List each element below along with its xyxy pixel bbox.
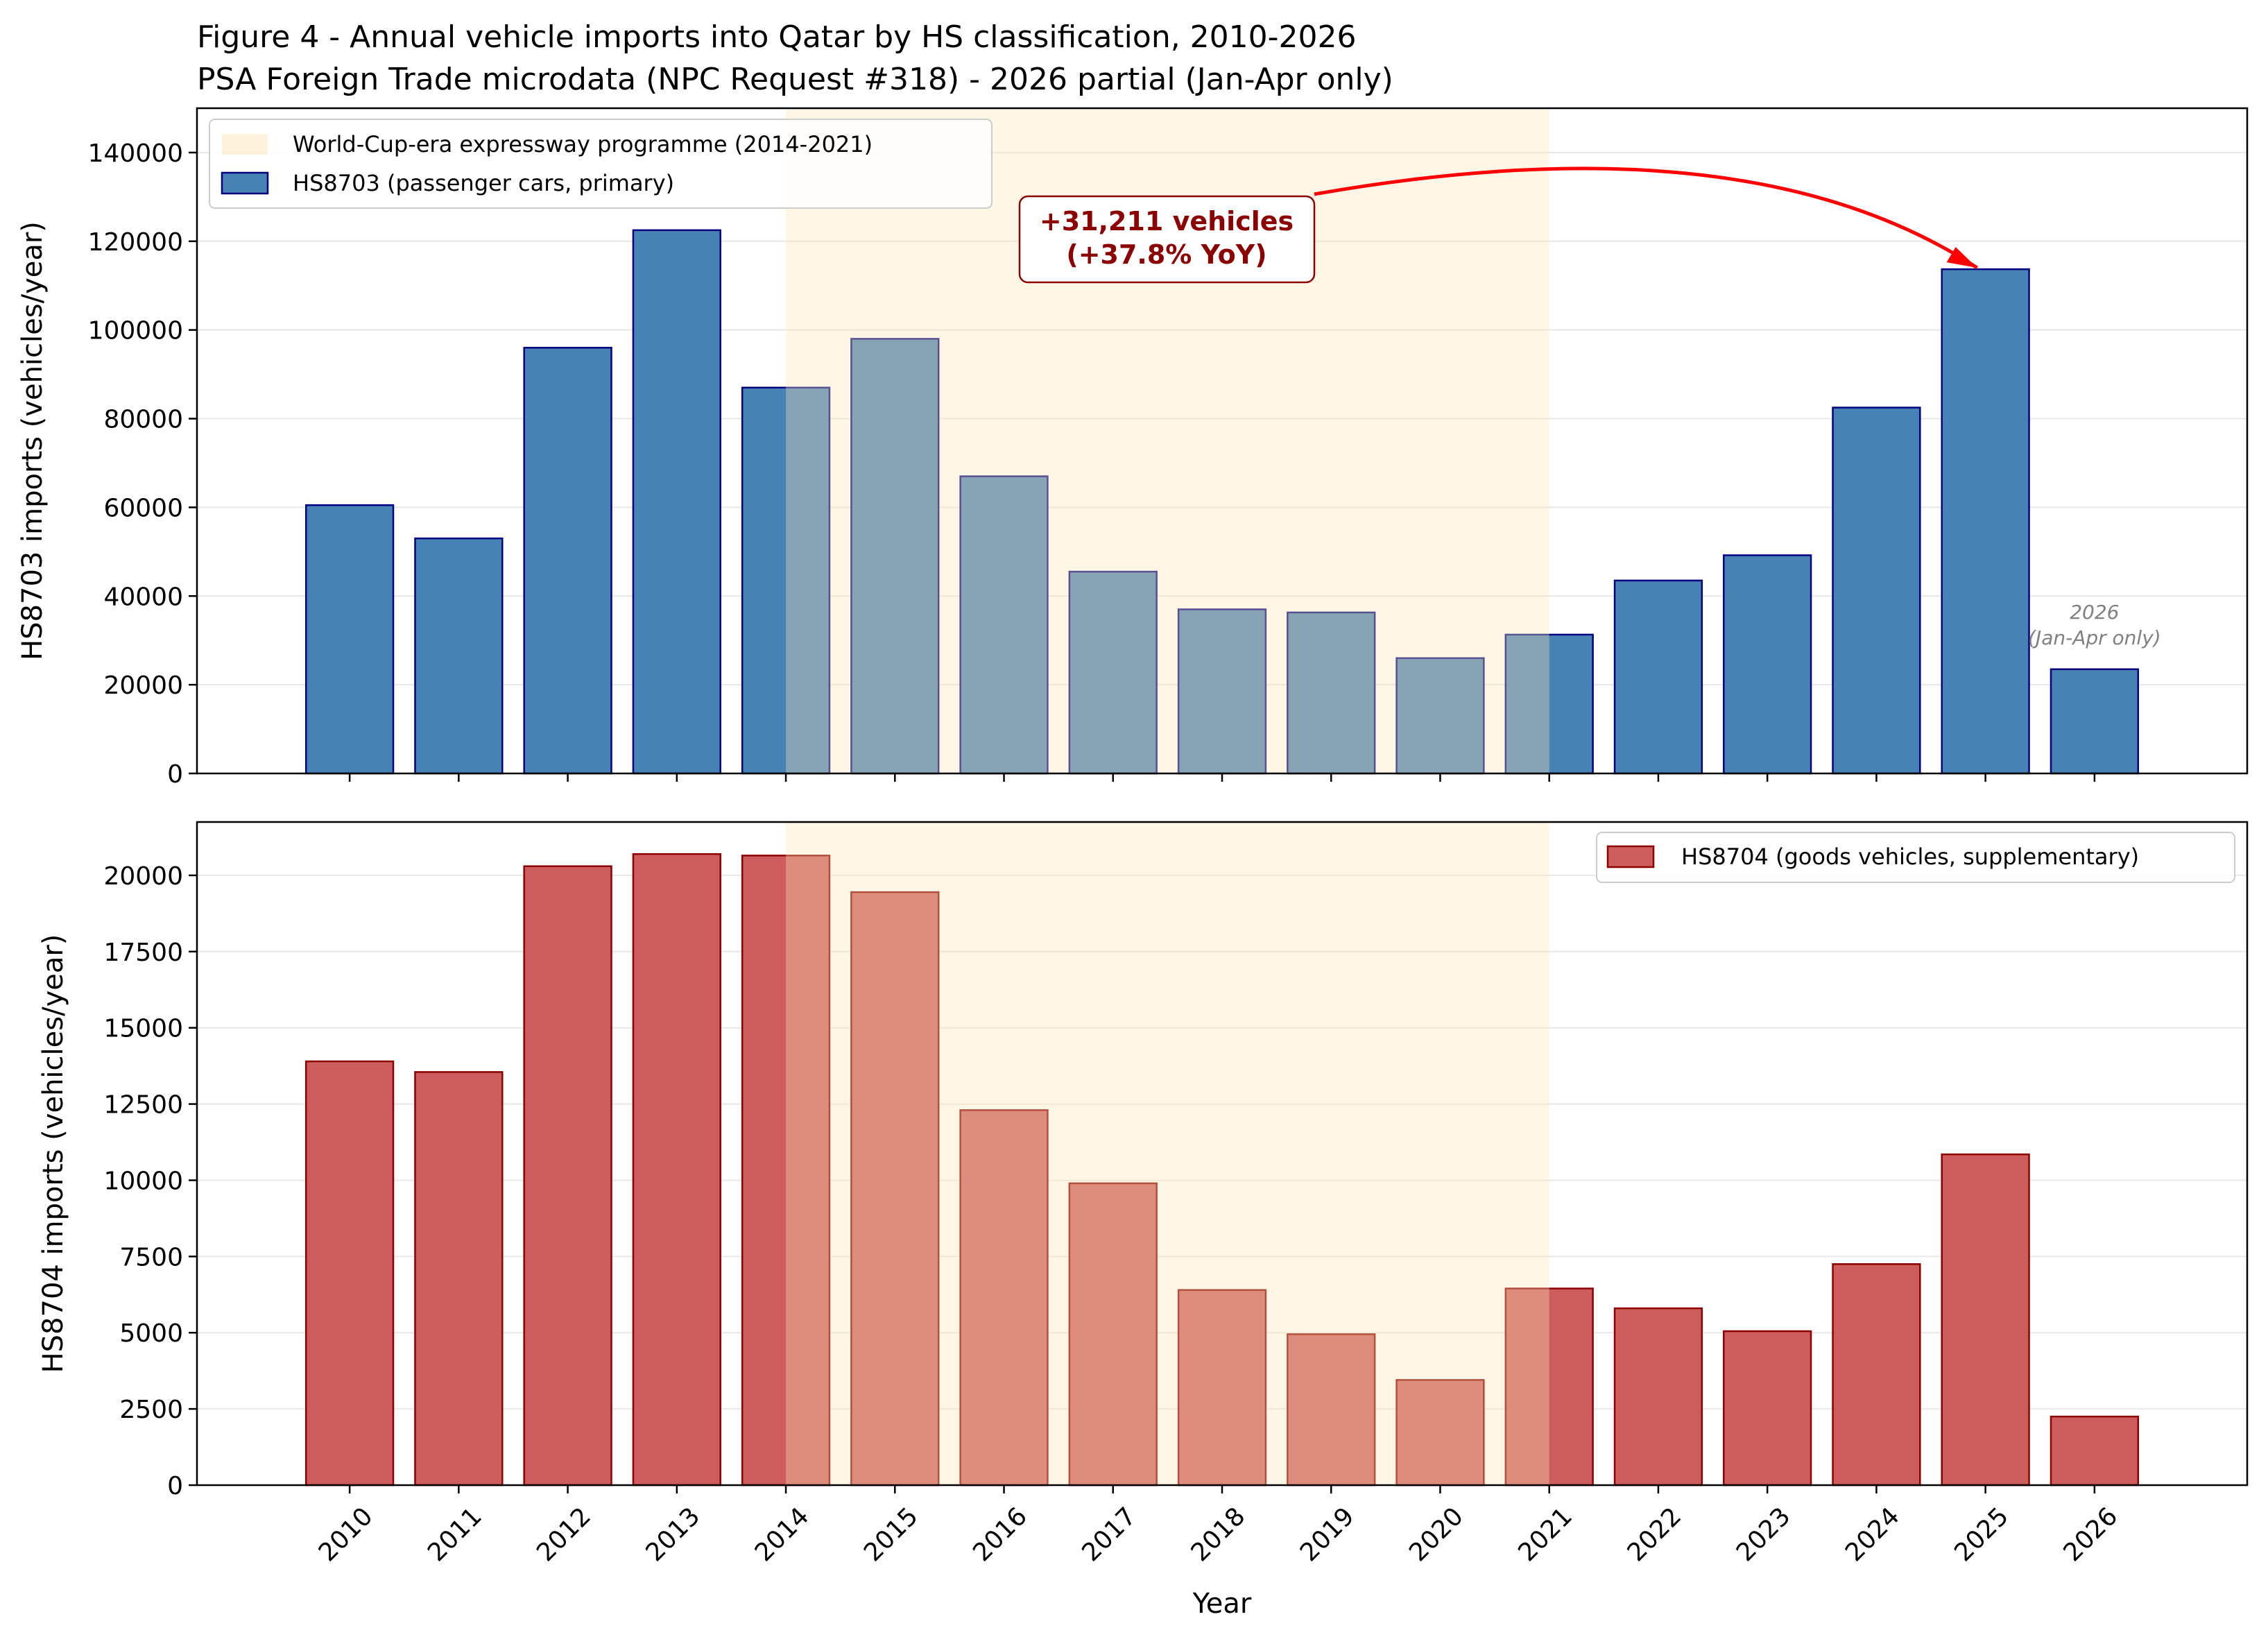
bar-2011 <box>414 1071 504 1487</box>
x-tick-label: 2014 <box>750 1502 815 1567</box>
bar-2026 <box>2050 1415 2140 1487</box>
bar-2023 <box>1723 1330 1812 1487</box>
bar-2013 <box>632 853 721 1487</box>
y-axis-label: HS8704 imports (vehicles/year) <box>37 934 69 1373</box>
annotation-arrow <box>1314 166 1979 270</box>
y-tick-label: 10000 <box>103 1167 183 1195</box>
bar-2015 <box>850 338 940 775</box>
legend-label-hs8703: HS8703 (passenger cars, primary) <box>293 170 674 196</box>
bar-2010 <box>304 1060 395 1487</box>
bar-2021 <box>1504 1287 1594 1487</box>
y-tick-label: 15000 <box>103 1015 183 1043</box>
bar-2021 <box>1504 633 1594 775</box>
note-line1: 2026 <box>2070 601 2119 624</box>
x-tick-label: 2020 <box>1404 1502 1469 1567</box>
legend-box <box>209 119 993 209</box>
x-tick-label: 2016 <box>968 1502 1033 1567</box>
bar-2012 <box>523 346 612 775</box>
bar-2012 <box>523 865 612 1487</box>
y-tick-label: 17500 <box>103 939 183 967</box>
bar-2016 <box>959 475 1049 775</box>
x-tick-label: 2011 <box>422 1502 488 1567</box>
chart-title-line1: Figure 4 - Annual vehicle imports into Q… <box>197 19 1357 55</box>
x-tick-label: 2023 <box>1731 1502 1796 1567</box>
x-tick-label: 2015 <box>859 1502 924 1567</box>
bar-2018 <box>1177 1289 1267 1487</box>
bar-2017 <box>1068 1182 1158 1487</box>
x-tick-label: 2013 <box>640 1502 705 1567</box>
legend-label-hs8704: HS8704 (goods vehicles, supplementary) <box>1681 844 2139 870</box>
legend-swatch-hs8703 <box>221 171 269 195</box>
bar-2015 <box>850 891 940 1487</box>
note-line2: (Jan-Apr only) <box>2028 626 2161 649</box>
y-tick-label: 20000 <box>103 862 183 891</box>
x-tick-label: 2021 <box>1513 1502 1578 1567</box>
bar-2020 <box>1395 657 1485 775</box>
legend-swatch-hs8704 <box>1606 845 1655 868</box>
bar-2020 <box>1395 1379 1485 1487</box>
x-tick-label: 2022 <box>1622 1502 1687 1567</box>
x-tick-label: 2024 <box>1840 1502 1905 1567</box>
y-tick-label: 100000 <box>88 317 183 345</box>
bar-2014 <box>741 386 831 775</box>
legend-box <box>1596 832 2235 883</box>
bar-2011 <box>414 537 504 775</box>
bar-2024 <box>1832 1263 1921 1487</box>
x-tick-label: 2019 <box>1295 1502 1360 1567</box>
bar-2018 <box>1177 608 1267 775</box>
annotation-line1: +31,211 vehicles <box>1040 206 1294 237</box>
bar-2025 <box>1941 1153 2030 1487</box>
shaded-region <box>786 822 1549 1485</box>
y-tick-label: 80000 <box>103 406 183 434</box>
x-tick-label: 2018 <box>1186 1502 1251 1567</box>
x-tick-label: 2017 <box>1076 1502 1142 1567</box>
bar-2019 <box>1287 611 1376 775</box>
y-tick-label: 2500 <box>119 1396 183 1424</box>
bar-2022 <box>1613 1307 1703 1487</box>
bar-2017 <box>1068 570 1158 775</box>
annotation-arrowhead <box>1946 247 1977 268</box>
bar-2013 <box>632 229 721 775</box>
bar-2010 <box>304 504 395 775</box>
x-axis-label: Year <box>1192 1588 1252 1620</box>
x-tick-label: 2026 <box>2059 1502 2124 1567</box>
bar-2025 <box>1941 268 2030 775</box>
bar-2016 <box>959 1109 1049 1487</box>
bar-2019 <box>1287 1333 1376 1487</box>
bar-2014 <box>741 855 831 1487</box>
legend-swatch-shaded <box>222 134 268 155</box>
y-tick-label: 20000 <box>103 671 183 700</box>
y-tick-label: 5000 <box>119 1319 183 1348</box>
bar-2023 <box>1723 554 1812 775</box>
y-axis-label: HS8703 imports (vehicles/year) <box>17 221 49 660</box>
x-tick-label: 2012 <box>531 1502 596 1567</box>
x-tick-label: 2010 <box>313 1502 379 1567</box>
y-tick-label: 120000 <box>88 228 183 257</box>
x-tick-label: 2025 <box>1949 1502 2014 1567</box>
annotation-line2: (+37.8% YoY) <box>1066 239 1266 270</box>
bar-2026 <box>2050 668 2140 775</box>
legend-label-shaded: World-Cup-era expressway programme (2014… <box>293 131 873 157</box>
bar-2022 <box>1613 579 1703 775</box>
y-tick-label: 7500 <box>119 1243 183 1271</box>
annotation-box <box>1018 195 1316 284</box>
y-tick-label: 140000 <box>88 139 183 168</box>
y-tick-label: 60000 <box>103 494 183 522</box>
bar-2024 <box>1832 406 1921 775</box>
y-tick-label: 0 <box>167 760 183 789</box>
y-tick-label: 0 <box>167 1472 183 1500</box>
y-tick-label: 12500 <box>103 1091 183 1120</box>
y-tick-label: 40000 <box>103 583 183 611</box>
chart-title-line2: PSA Foreign Trade microdata (NPC Request… <box>197 62 1393 97</box>
